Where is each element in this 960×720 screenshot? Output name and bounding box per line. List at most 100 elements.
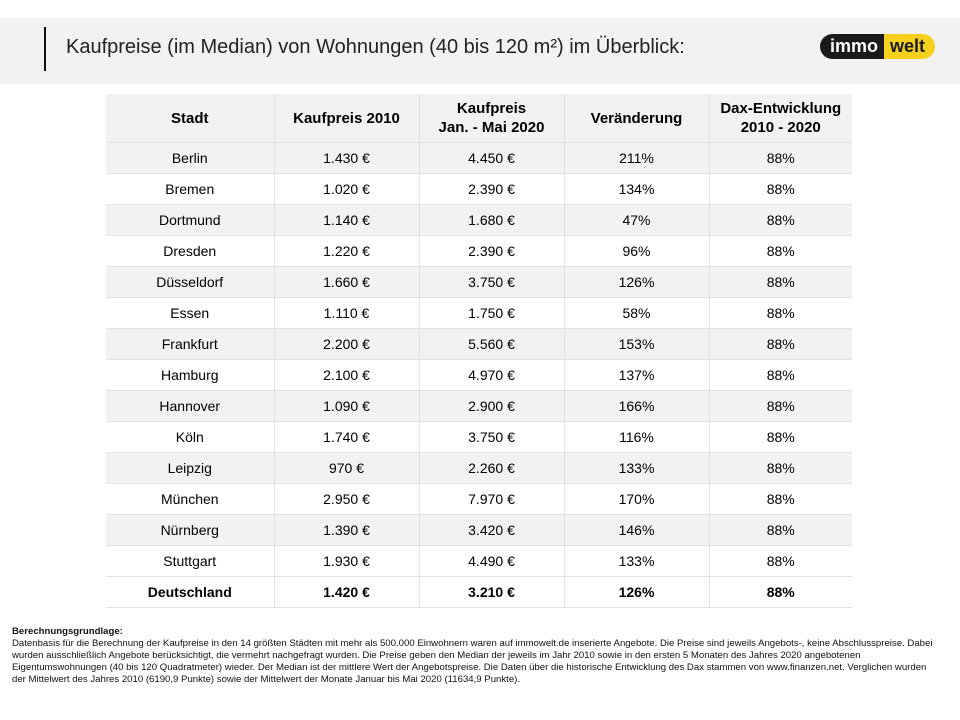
table-row: Hamburg 2.100 €4.970 €137% 88% (106, 359, 852, 391)
cell-kaufpreis-2010: 1.430 € (274, 142, 420, 174)
cell-stadt: Leipzig (106, 452, 275, 484)
cell-veraenderung: 47% (564, 204, 710, 236)
column-header-line: Dax-Entwicklung (720, 100, 842, 117)
column-header-line: Kaufpreis (456, 100, 527, 117)
table-row: Dresden 1.220 €2.390 €96% 88% (106, 235, 852, 267)
cell-kaufpreis-2010: 1.090 € (274, 390, 420, 422)
cell-veraenderung: 166% (564, 390, 710, 422)
cell-kaufpreis-2010: 970 € (274, 452, 420, 484)
cell-stadt: Berlin (106, 142, 275, 174)
cell-kaufpreis-2020: 2.260 € (419, 452, 565, 484)
cell-veraenderung: 211% (564, 142, 710, 174)
cell-dax: 88% (709, 204, 852, 236)
footnote-text: Datenbasis für die Berechnung der Kaufpr… (12, 638, 933, 685)
cell-veraenderung: 134% (564, 173, 710, 205)
cell-stadt: Hannover (106, 390, 275, 422)
cell-kaufpreis-2020: 3.420 € (419, 514, 565, 546)
table-row: München 2.950 €7.970 €170% 88% (106, 483, 852, 515)
table-header-row: Stadt Kaufpreis 2010 Kaufpreis Jan. - Mai… (106, 94, 852, 143)
cell-kaufpreis-2020: 4.450 € (419, 142, 565, 174)
cell-veraenderung: 58% (564, 297, 710, 329)
cell-stadt: Köln (106, 421, 275, 453)
table-row: Stuttgart 1.930 €4.490 €133% 88% (106, 545, 852, 577)
cell-stadt: Dresden (106, 235, 275, 267)
cell-kaufpreis-2020: 4.490 € (419, 545, 565, 577)
table-row: Nürnberg 1.390 €3.420 €146% 88% (106, 514, 852, 546)
cell-dax: 88% (709, 328, 852, 360)
column-header-kaufpreis-2020: Kaufpreis Jan. - Mai 2020 (419, 94, 565, 143)
cell-kaufpreis-2010: 1.660 € (274, 266, 420, 298)
column-header-veraenderung: Veränderung (564, 94, 710, 143)
header-band (0, 18, 960, 84)
cell-dax: 88% (709, 142, 852, 174)
cell-veraenderung: 126% (564, 266, 710, 298)
column-header-dax: Dax-Entwicklung 2010 - 2020 (709, 94, 852, 143)
table-row: Bremen 1.020 €2.390 €134% 88% (106, 173, 852, 205)
cell-dax: 88% (709, 235, 852, 267)
cell-stadt: Düsseldorf (106, 266, 275, 298)
cell-kaufpreis-2010: 1.740 € (274, 421, 420, 453)
cell-kaufpreis-2010: 2.200 € (274, 328, 420, 360)
cell-stadt: Essen (106, 297, 275, 329)
cell-stadt: Hamburg (106, 359, 275, 391)
column-header-stadt: Stadt (106, 94, 275, 143)
cell-dax: 88% (709, 173, 852, 205)
cell-kaufpreis-2010: 1.220 € (274, 235, 420, 267)
table-row: Hannover 1.090 €2.900 €166% 88% (106, 390, 852, 422)
cell-veraenderung: 133% (564, 452, 710, 484)
cell-dax: 88% (709, 297, 852, 329)
immowelt-logo: immo welt (820, 34, 936, 59)
cell-veraenderung: 170% (564, 483, 710, 515)
cell-veraenderung: 96% (564, 235, 710, 267)
cell-dax: 88% (709, 359, 852, 391)
table-row: Dortmund 1.140 €1.680 €47% 88% (106, 204, 852, 236)
cell-veraenderung: 116% (564, 421, 710, 453)
price-table: Stadt Kaufpreis 2010 Kaufpreis Jan. - Mai… (106, 94, 852, 608)
table-row: Frankfurt 2.200 €5.560 €153% 88% (106, 328, 852, 360)
cell-kaufpreis-2020: 1.750 € (419, 297, 565, 329)
cell-veraenderung: 133% (564, 545, 710, 577)
page-title: Kaufpreise (im Median) von Wohnungen (40… (66, 36, 685, 58)
cell-stadt: Dortmund (106, 204, 275, 236)
footnote: Berechnungsgrundlage: Datenbasis für die… (12, 626, 942, 686)
cell-veraenderung: 137% (564, 359, 710, 391)
cell-kaufpreis-2010: 1.930 € (274, 545, 420, 577)
cell-kaufpreis-2010: 1.390 € (274, 514, 420, 546)
cell-veraenderung: 146% (564, 514, 710, 546)
table-row: Düsseldorf 1.660 €3.750 €126% 88% (106, 266, 852, 298)
column-header-line: Jan. - Mai 2020 (438, 119, 545, 136)
cell-kaufpreis-2020: 3.750 € (419, 421, 565, 453)
cell-kaufpreis-2010: 1.110 € (274, 297, 420, 329)
cell-kaufpreis-2020: 4.970 € (419, 359, 565, 391)
table-row: Leipzig 970 €2.260 €133% 88% (106, 452, 852, 484)
cell-dax: 88% (709, 576, 852, 608)
title-accent-bar (44, 27, 46, 71)
footnote-heading: Berechnungsgrundlage: (12, 626, 123, 637)
table-row: Essen 1.110 €1.750 €58% 88% (106, 297, 852, 329)
table-row: Berlin 1.430 €4.450 €211% 88% (106, 142, 852, 174)
cell-kaufpreis-2020: 2.390 € (419, 235, 565, 267)
cell-kaufpreis-2020: 5.560 € (419, 328, 565, 360)
cell-stadt: Deutschland (106, 576, 275, 608)
cell-kaufpreis-2020: 2.390 € (419, 173, 565, 205)
table-row-total: Deutschland 1.420 €3.210 €126% 88% (106, 576, 852, 608)
cell-kaufpreis-2020: 3.750 € (419, 266, 565, 298)
cell-veraenderung: 153% (564, 328, 710, 360)
cell-stadt: Stuttgart (106, 545, 275, 577)
cell-stadt: Bremen (106, 173, 275, 205)
cell-stadt: Frankfurt (106, 328, 275, 360)
cell-dax: 88% (709, 266, 852, 298)
logo-part-immo: immo (820, 34, 885, 59)
cell-kaufpreis-2020: 2.900 € (419, 390, 565, 422)
column-header-line: 2010 - 2020 (740, 119, 821, 136)
cell-dax: 88% (709, 452, 852, 484)
cell-kaufpreis-2020: 7.970 € (419, 483, 565, 515)
cell-stadt: Nürnberg (106, 514, 275, 546)
cell-veraenderung: 126% (564, 576, 710, 608)
column-header-kaufpreis-2010: Kaufpreis 2010 (274, 94, 420, 143)
cell-stadt: München (106, 483, 275, 515)
cell-dax: 88% (709, 421, 852, 453)
cell-kaufpreis-2010: 1.020 € (274, 173, 420, 205)
cell-dax: 88% (709, 545, 852, 577)
cell-dax: 88% (709, 390, 852, 422)
